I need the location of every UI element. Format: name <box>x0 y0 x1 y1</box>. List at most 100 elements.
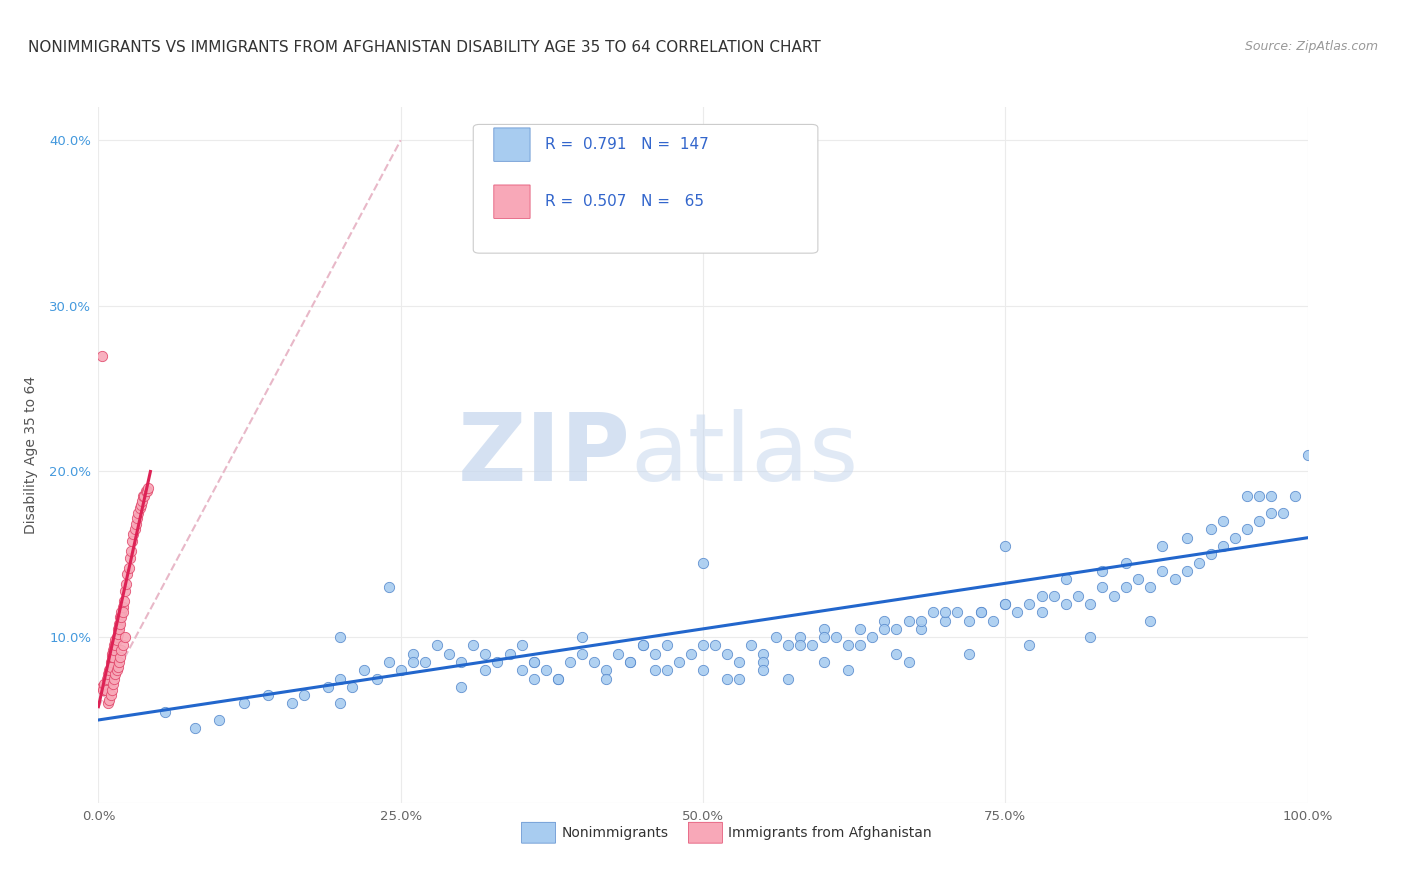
Point <box>1018 639 1040 653</box>
Point <box>1139 581 1161 595</box>
Point <box>105 663 128 677</box>
Point <box>135 484 157 499</box>
Point <box>93 676 115 690</box>
Point <box>631 639 654 653</box>
Point <box>910 614 932 628</box>
Y-axis label: Disability Age 35 to 64: Disability Age 35 to 64 <box>24 376 38 534</box>
Point <box>1236 523 1258 537</box>
FancyBboxPatch shape <box>689 822 723 843</box>
Point <box>1212 539 1234 553</box>
Point <box>873 622 896 636</box>
Point <box>498 647 520 661</box>
Point <box>1223 531 1246 545</box>
Point <box>101 650 124 665</box>
Point <box>813 630 835 644</box>
Point <box>103 672 125 686</box>
Point <box>104 633 127 648</box>
Point <box>474 663 496 677</box>
Point <box>128 500 150 515</box>
Point <box>136 481 159 495</box>
Point <box>91 683 114 698</box>
Point <box>101 676 124 690</box>
Point <box>1031 605 1053 619</box>
Point <box>789 639 811 653</box>
Point <box>837 663 859 677</box>
Text: atlas: atlas <box>630 409 859 501</box>
Point <box>97 697 120 711</box>
Point <box>100 660 122 674</box>
Point <box>1091 581 1114 595</box>
Point <box>98 693 121 707</box>
Point <box>450 655 472 669</box>
Point <box>1042 589 1064 603</box>
Point <box>1249 514 1271 528</box>
Point <box>100 650 122 665</box>
Point <box>752 663 775 677</box>
Point <box>134 489 156 503</box>
Point <box>100 647 122 661</box>
Point <box>897 614 920 628</box>
Point <box>776 639 799 653</box>
Point <box>800 639 823 653</box>
Point <box>1007 605 1029 619</box>
Point <box>970 605 993 619</box>
Point <box>1260 506 1282 520</box>
Point <box>105 633 128 648</box>
Point <box>97 666 120 681</box>
Point <box>1078 597 1101 611</box>
Point <box>111 600 134 615</box>
Point <box>486 655 509 669</box>
Point <box>118 550 141 565</box>
Point <box>558 655 581 669</box>
Point <box>679 647 702 661</box>
Point <box>108 650 131 665</box>
Point <box>94 683 117 698</box>
Point <box>127 511 149 525</box>
Text: R =  0.791   N =  147: R = 0.791 N = 147 <box>544 137 709 153</box>
Point <box>108 655 131 669</box>
Point <box>100 683 122 698</box>
Point <box>377 655 399 669</box>
Point <box>957 647 980 661</box>
Point <box>897 655 920 669</box>
Point <box>534 663 557 677</box>
Point <box>121 534 143 549</box>
Point <box>644 647 666 661</box>
Point <box>655 639 678 653</box>
Point <box>994 597 1017 611</box>
Point <box>117 567 139 582</box>
Point <box>1128 572 1150 586</box>
Point <box>1260 489 1282 503</box>
Text: Nonimmigrants: Nonimmigrants <box>561 826 668 839</box>
FancyBboxPatch shape <box>494 128 530 161</box>
Point <box>668 655 690 669</box>
Point <box>813 655 835 669</box>
Point <box>91 349 114 363</box>
Point <box>107 660 129 674</box>
Point <box>389 663 412 677</box>
Point <box>692 556 714 570</box>
Point <box>329 672 352 686</box>
Point <box>342 680 364 694</box>
Point <box>1284 489 1306 503</box>
Point <box>1091 564 1114 578</box>
Point <box>813 622 835 636</box>
Point <box>125 517 148 532</box>
Point <box>849 639 872 653</box>
Point <box>837 639 859 653</box>
Point <box>1249 489 1271 503</box>
Point <box>256 688 278 702</box>
Point <box>115 577 138 591</box>
Point <box>910 622 932 636</box>
Point <box>595 663 617 677</box>
Point <box>752 655 775 669</box>
Point <box>463 639 485 653</box>
Point <box>873 614 896 628</box>
Point <box>994 539 1017 553</box>
Point <box>631 639 654 653</box>
Point <box>655 663 678 677</box>
Point <box>110 610 132 624</box>
Point <box>426 639 449 653</box>
Point <box>607 647 630 661</box>
Point <box>1296 448 1319 462</box>
